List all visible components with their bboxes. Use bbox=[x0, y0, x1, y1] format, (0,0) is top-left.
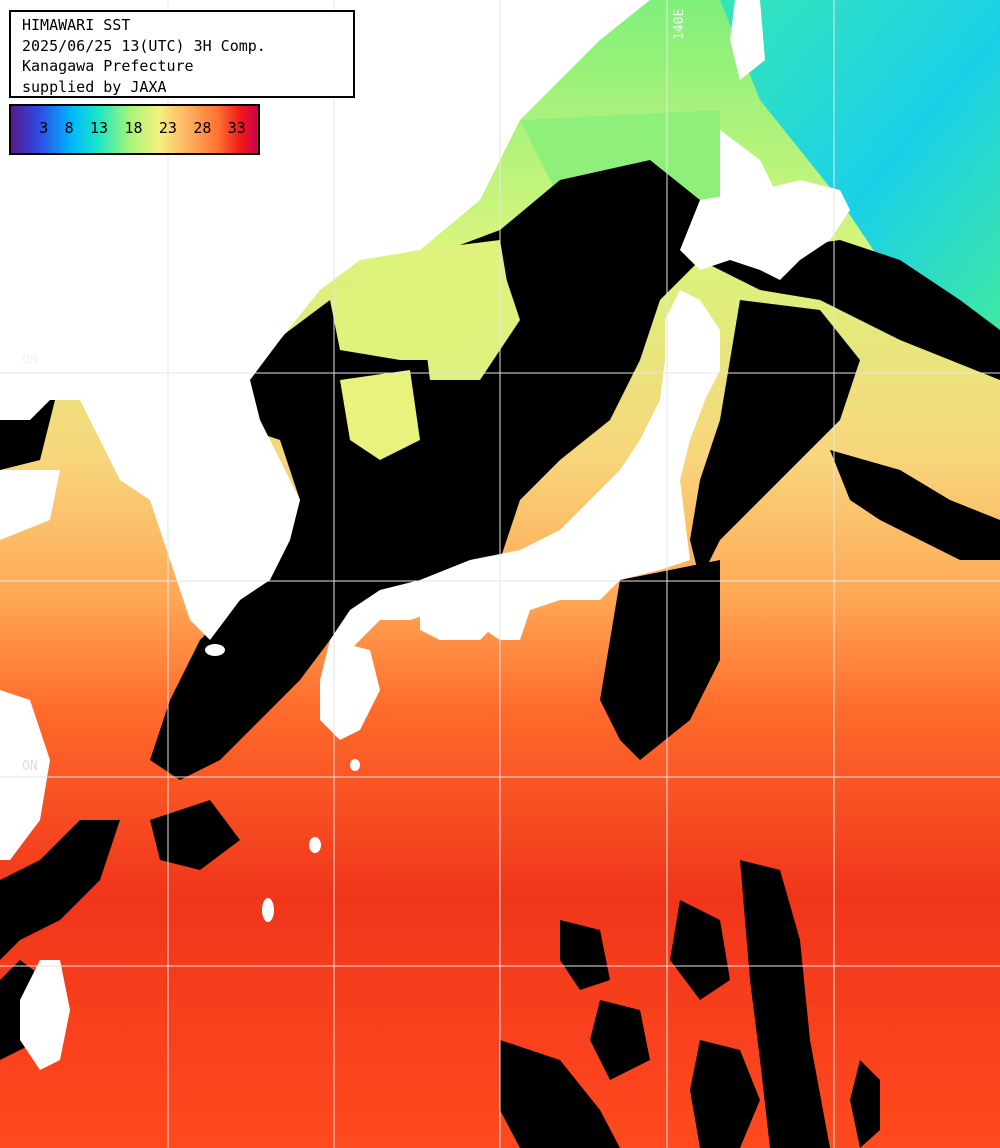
lat-30-label: ON bbox=[22, 759, 38, 774]
color-legend: 3 8 13 18 23 28 33 bbox=[9, 104, 260, 155]
legend-tick: 18 bbox=[124, 119, 143, 137]
legend-tick: 23 bbox=[158, 119, 177, 137]
legend-ticks: 3 8 13 18 23 28 33 bbox=[11, 119, 258, 139]
credit: supplied by JAXA bbox=[22, 77, 167, 96]
title-box: HIMAWARI SST 2025/06/25 13(UTC) 3H Comp.… bbox=[9, 10, 355, 98]
product-title: HIMAWARI SST bbox=[22, 16, 131, 34]
timestamp: 2025/06/25 13(UTC) 3H Comp. bbox=[22, 36, 266, 55]
legend-tick: 3 bbox=[39, 119, 49, 137]
sst-cold-northeast bbox=[720, 0, 1000, 330]
legend-tick: 33 bbox=[227, 119, 246, 137]
lon-140-label: 140E bbox=[672, 8, 687, 40]
legend-gradient bbox=[11, 106, 258, 153]
legend-tick: 8 bbox=[64, 119, 74, 137]
legend-tick: 13 bbox=[90, 119, 109, 137]
legend-tick: 28 bbox=[193, 119, 212, 137]
land bbox=[0, 0, 850, 1070]
lat-40-label: ON bbox=[22, 353, 38, 368]
region-name: Kanagawa Prefecture bbox=[22, 57, 194, 75]
